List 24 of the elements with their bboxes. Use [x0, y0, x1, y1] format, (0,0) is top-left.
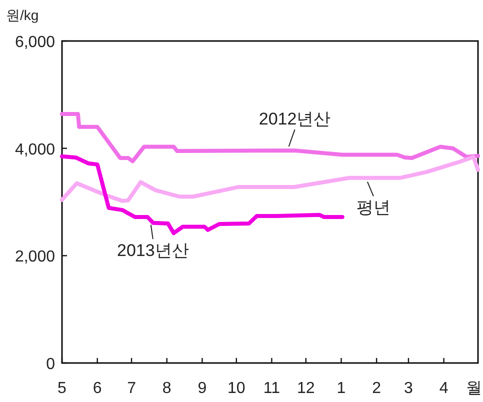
x-tick-label: 1	[336, 380, 346, 397]
annotation: 평년	[356, 181, 390, 218]
y-tick-label: 2,000	[14, 248, 56, 266]
annotation: 2013년산	[116, 241, 189, 260]
x-axis-title: 월	[466, 380, 482, 397]
annotation: 2012년산	[258, 110, 331, 129]
x-tick-label: 8	[162, 380, 172, 397]
x-tick-label: 9	[198, 380, 207, 397]
x-tick-label: 3	[404, 380, 414, 397]
x-tick-label: 2	[372, 380, 382, 397]
y-axis-title: 원/kg	[6, 7, 39, 23]
x-tick-label: 7	[127, 380, 136, 397]
y-tick-label: 6,000	[14, 34, 56, 51]
x-tick-label: 5	[58, 380, 67, 397]
x-tick-label: 6	[92, 380, 102, 397]
y-tick-label: 4,000	[14, 141, 56, 158]
x-tick-label: 4	[439, 380, 448, 397]
x-tick-label: 11	[263, 380, 280, 397]
annotation: 2012년산	[258, 110, 331, 147]
annotation: 2013년산	[116, 224, 189, 260]
x-tick-label: 10	[227, 380, 246, 397]
x-tick-label: 12	[297, 380, 315, 397]
y-tick-label: 0	[46, 356, 56, 373]
annotation: 평년	[356, 198, 390, 218]
